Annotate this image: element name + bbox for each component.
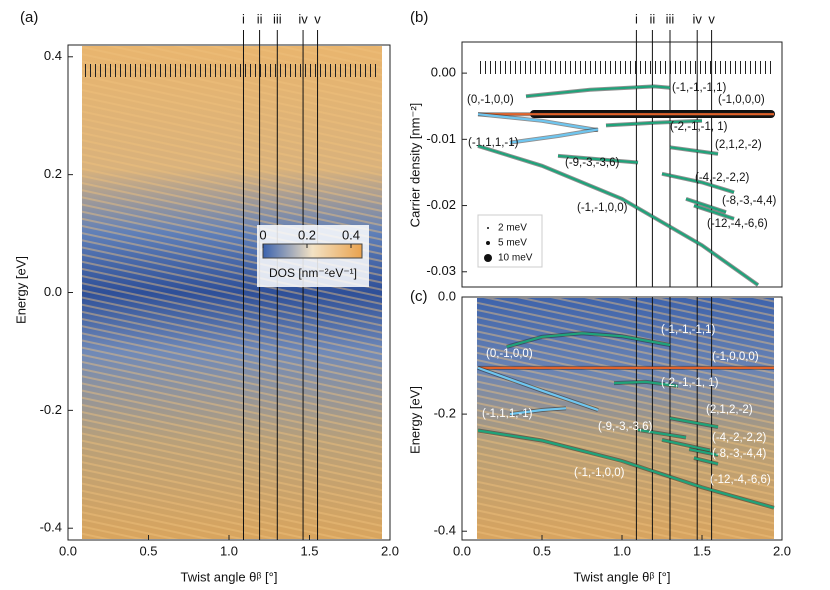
y-tick-label: 0.4 [44, 48, 62, 63]
panel-label: (a) [20, 9, 38, 26]
legend-dot [484, 254, 492, 262]
marker-label: iii [666, 11, 675, 26]
colorbar [262, 243, 363, 259]
x-tick-label: 2.0 [381, 543, 399, 558]
curve [477, 366, 599, 412]
curve-label: (-1,-1,-1,1) [661, 324, 715, 336]
curve-label: (2,1,2,-2) [715, 139, 762, 151]
panel-label: (b) [410, 9, 428, 26]
legend-label: 5 meV [498, 238, 527, 249]
curve [509, 407, 567, 416]
x-axis-label: Twist angle θᵝ [°] [181, 569, 278, 584]
curve-label: (-9,-3,-3,6) [565, 157, 619, 169]
curve-label: (-1,-1,0,0) [574, 467, 625, 479]
x-tick-label: 0.0 [59, 543, 77, 558]
curve [637, 428, 687, 439]
marker-label: iv [693, 11, 703, 26]
y-tick-label: -0.4 [40, 520, 62, 535]
curve-label: (-1,1,1,-1) [468, 137, 519, 149]
heatmap-texture [82, 46, 382, 539]
plot-layer: (a) Energy [eV] Twist angle θᵝ [°] -0.4 -0.2… [13, 9, 791, 584]
curve-label: (-1,-1,0,0) [577, 202, 628, 214]
plot-frame [461, 41, 783, 288]
curve [613, 380, 679, 388]
x-tick-label: 0.5 [139, 543, 157, 558]
y-tick-label: 0.00 [431, 65, 456, 80]
x-axis-label: Twist angle θᵝ [°] [574, 569, 671, 584]
legend-dot [486, 241, 490, 245]
curve [506, 332, 671, 348]
curve [693, 456, 719, 465]
curve-label: (-2,-1,-1, 1) [670, 121, 728, 133]
curve [661, 438, 711, 452]
colorbar-tick-label: 0.4 [342, 227, 360, 242]
curve [605, 119, 703, 127]
curve-label: (-1,-1,-1,1) [672, 82, 726, 94]
curve-label: (-1,0,0,0) [718, 94, 765, 106]
y-tick-label: 0.0 [438, 288, 456, 303]
x-tick-label: 2.0 [773, 543, 791, 558]
x-tick-label: 1.0 [220, 543, 238, 558]
curve-label: (0,-1,0,0) [486, 348, 533, 360]
curve-label: (-4,-2,-2,2) [712, 432, 766, 444]
curve-label: (-1,0,0,0) [712, 351, 759, 363]
curve-label: (0,-1,0,0) [467, 94, 514, 106]
curve [669, 146, 719, 155]
curve-label: (-8,-3,-4,4) [712, 448, 766, 460]
legend-label: 10 meV [498, 253, 533, 264]
y-axis-label: Carrier density [nm⁻²] [407, 103, 422, 228]
marker-label: iv [298, 11, 308, 26]
x-tick-label: 1.5 [300, 543, 318, 558]
colorbar-tick-label: 0.2 [298, 227, 316, 242]
curve-label: (-1,1,1,-1) [482, 408, 533, 420]
curve-label: (-9,-3,-3,6) [598, 421, 652, 433]
curve [688, 448, 719, 457]
curve [557, 154, 639, 164]
y-tick-label: -0.01 [426, 131, 456, 146]
curve-label: (-12,-4,-6,6) [710, 474, 771, 486]
x-tick-label: 0.0 [453, 543, 471, 558]
marker-label: v [708, 11, 715, 26]
curve-label: (-8,-3,-4,4) [722, 195, 776, 207]
x-tick-label: 1.5 [693, 543, 711, 558]
marker-label: i [242, 11, 245, 26]
curve [525, 85, 671, 98]
curve-label: (-4,-2,-2,2) [695, 172, 749, 184]
curve [685, 197, 727, 214]
curve [693, 204, 735, 220]
y-tick-label: -0.4 [434, 523, 456, 538]
marker-label: i [635, 11, 638, 26]
colorbar-label: DOS [nm⁻²eV⁻¹] [269, 266, 357, 280]
panel-label: (c) [410, 288, 428, 305]
y-tick-label: -0.2 [40, 402, 62, 417]
rug [85, 64, 380, 77]
x-tick-label: 0.5 [533, 543, 551, 558]
y-axis-label: Energy [eV] [407, 386, 422, 454]
curve [661, 172, 735, 194]
curve [477, 144, 759, 286]
y-tick-label: -0.03 [426, 263, 456, 278]
y-tick-label: -0.2 [434, 406, 456, 421]
curve-label: (-12,-4,-6,6) [707, 218, 768, 230]
marker-label: ii [257, 11, 263, 26]
y-tick-label: 0.0 [44, 284, 62, 299]
curve-label: (-2,-1,-1, 1) [661, 377, 719, 389]
curve [669, 417, 719, 429]
colorbar-tick-label: 0 [259, 227, 266, 242]
curve-label: (2,1,2,-2) [706, 404, 753, 416]
legend-dot [487, 227, 489, 229]
x-tick-label: 1.0 [613, 543, 631, 558]
y-tick-label: 0.2 [44, 166, 62, 181]
marker-label: v [314, 11, 321, 26]
curve [477, 429, 775, 509]
marker-label: iii [273, 11, 282, 26]
curve [477, 113, 599, 132]
rug [478, 61, 773, 74]
legend-label: 2 meV [498, 223, 527, 234]
marker-label: ii [650, 11, 656, 26]
y-tick-label: -0.02 [426, 197, 456, 212]
y-axis-label: Energy [eV] [13, 256, 28, 324]
curve [509, 128, 599, 144]
